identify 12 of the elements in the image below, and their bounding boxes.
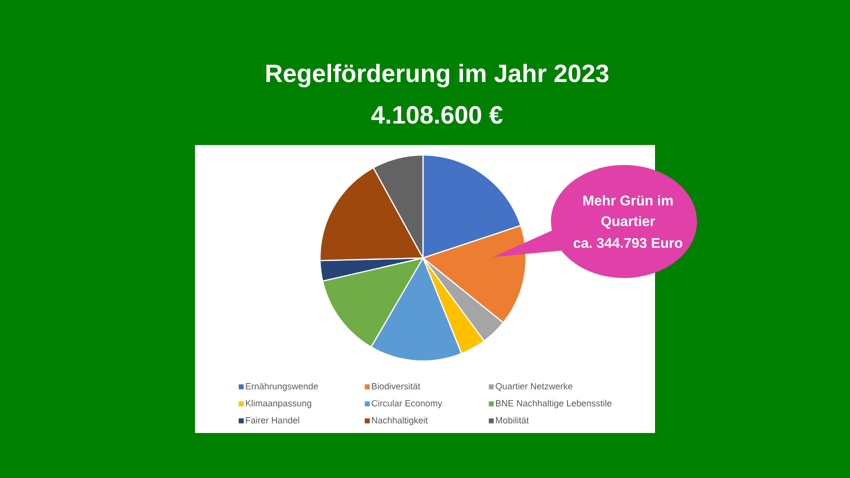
legend-label: Ernährungswende bbox=[246, 382, 318, 392]
legend-label: Mobilität bbox=[496, 416, 529, 424]
legend-label: BNE Nachhaltige Lebensstile bbox=[496, 400, 612, 408]
chart-subtitle: 4.108.600 € bbox=[371, 106, 503, 124]
chart-title: Regelförderung im Jahr 2023 bbox=[266, 64, 608, 88]
text: ca. 344.793 Euro bbox=[574, 238, 682, 248]
legend-label: Klimaanpassung bbox=[246, 400, 312, 408]
legend-label: Circular Economy bbox=[372, 400, 442, 408]
legend-label: Quartier Netzwerke bbox=[496, 382, 572, 392]
legend-label: Nachhaltigkeit bbox=[372, 416, 428, 426]
legend-label: Biodiversität bbox=[372, 382, 420, 390]
legend-label: Fairer Handel bbox=[246, 416, 300, 424]
